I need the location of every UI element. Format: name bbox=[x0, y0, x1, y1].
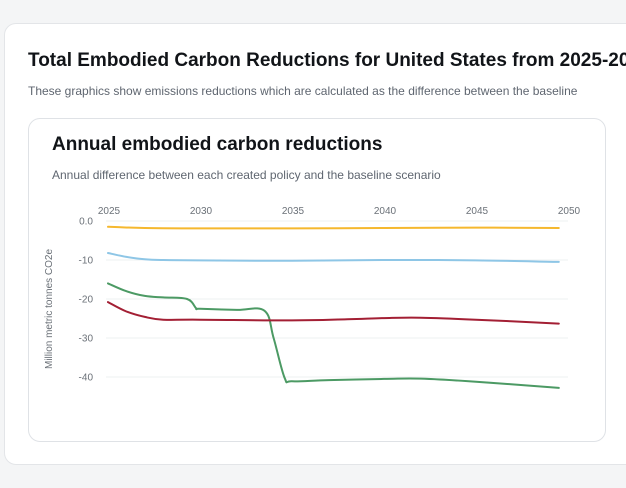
series-line-3 bbox=[107, 282, 560, 389]
x-tick-label: 2035 bbox=[282, 206, 305, 217]
page-subtitle: These graphics show emissions reductions… bbox=[28, 84, 578, 98]
y-tick-label: -20 bbox=[79, 295, 94, 306]
page-title: Total Embodied Carbon Reductions for Uni… bbox=[28, 50, 626, 71]
series-line-2 bbox=[107, 252, 560, 263]
series-line-4 bbox=[107, 301, 560, 325]
x-tick-label: 2045 bbox=[466, 206, 489, 217]
y-tick-label: -40 bbox=[79, 373, 94, 384]
y-axis-label: Million metric tonnes CO2e bbox=[44, 249, 55, 369]
y-tick-label: -10 bbox=[79, 256, 94, 267]
x-tick-label: 2040 bbox=[374, 206, 397, 217]
series-line-1 bbox=[107, 225, 560, 230]
y-tick-label: -30 bbox=[79, 334, 94, 345]
chart-card bbox=[28, 118, 606, 442]
x-tick-label: 2030 bbox=[190, 206, 213, 217]
chart-subtitle: Annual difference between each created p… bbox=[52, 168, 441, 182]
x-tick-label: 2050 bbox=[558, 206, 581, 217]
x-tick-label: 2025 bbox=[98, 206, 121, 217]
chart-title: Annual embodied carbon reductions bbox=[52, 134, 383, 155]
y-tick-label: 0.0 bbox=[79, 217, 93, 228]
